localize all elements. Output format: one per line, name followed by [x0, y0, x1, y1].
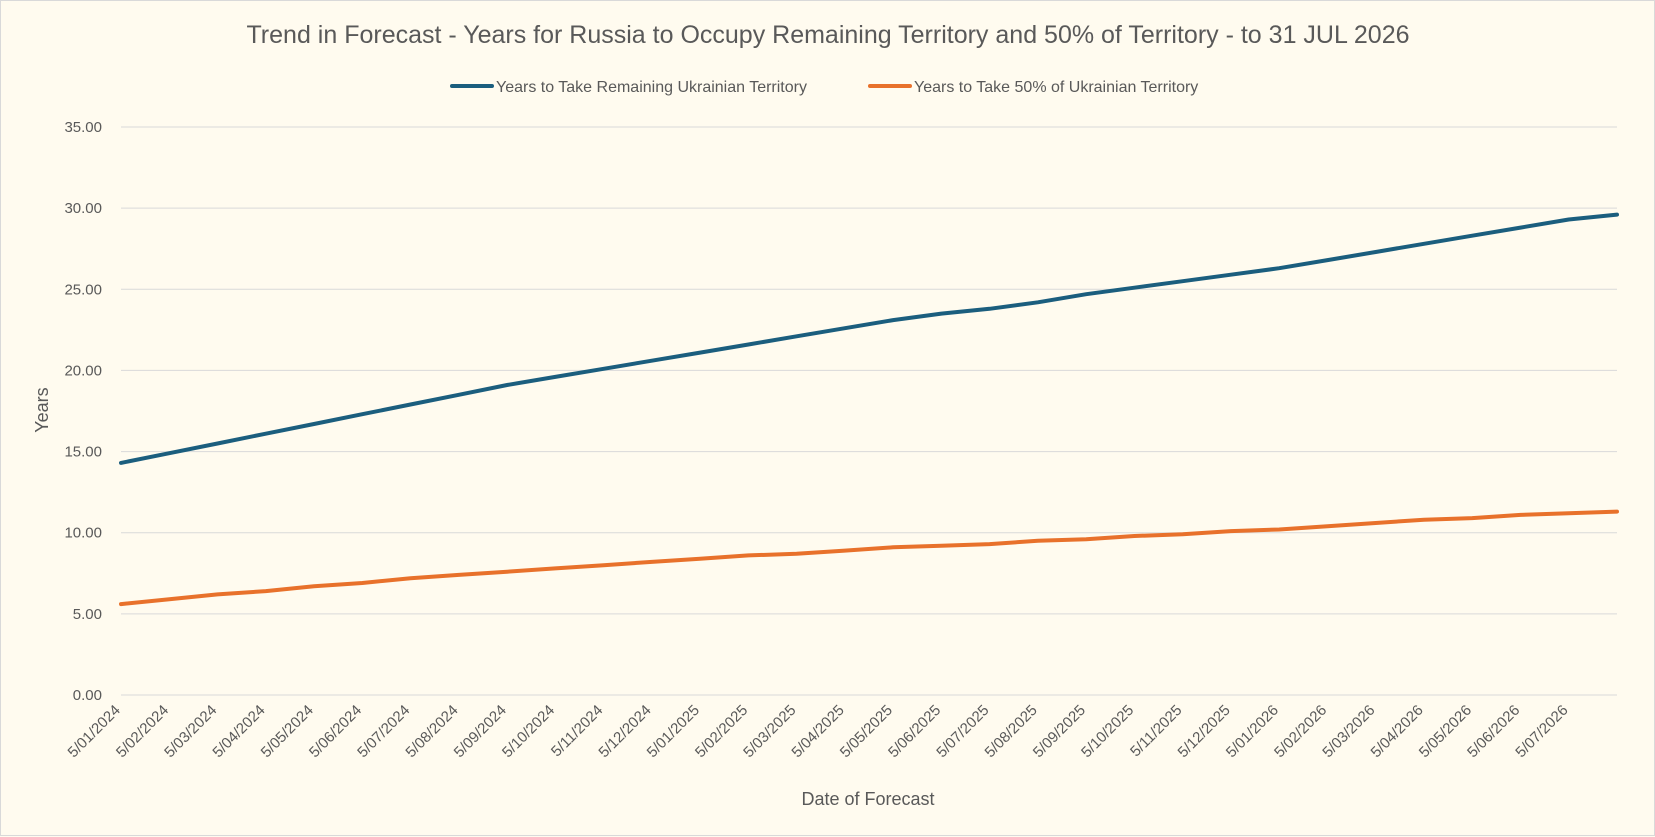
series-line-remaining-territory [119, 212, 1619, 465]
y-tick-label: 0.00 [73, 687, 102, 704]
chart-title: Trend in Forecast - Years for Russia to … [246, 21, 1409, 49]
y-tick-label: 35.00 [64, 119, 102, 136]
x-tick-label: 5/07/2026 [1512, 702, 1571, 761]
x-axis-tick-labels: 5/01/20245/02/20245/03/20245/04/20245/05… [65, 702, 1572, 761]
y-tick-label: 20.00 [64, 362, 102, 379]
y-axis-title: Years [32, 387, 52, 432]
x-tick-label: 5/10/2025 [1078, 702, 1137, 761]
x-tick-label: 5/10/2024 [499, 702, 558, 761]
y-tick-label: 5.00 [73, 606, 102, 623]
y-tick-label: 25.00 [64, 281, 102, 298]
legend: Years to Take Remaining Ukrainian Territ… [450, 79, 1198, 96]
y-tick-label: 30.00 [64, 200, 102, 217]
y-axis-tick-labels: 0.00 5.00 10.00 15.00 20.00 25.00 30.00 35.00 [64, 119, 102, 704]
legend-label-half-territory: Years to Take 50% of Ukrainian Territory [914, 79, 1198, 96]
gridlines [121, 126, 1617, 696]
y-tick-label: 10.00 [64, 525, 102, 542]
legend-label-remaining-territory: Years to Take Remaining Ukrainian Territ… [496, 79, 807, 96]
series-line-half-territory [119, 509, 1619, 607]
data-series [119, 212, 1619, 607]
x-axis-title: Date of Forecast [801, 789, 934, 809]
y-tick-label: 15.00 [64, 444, 102, 461]
